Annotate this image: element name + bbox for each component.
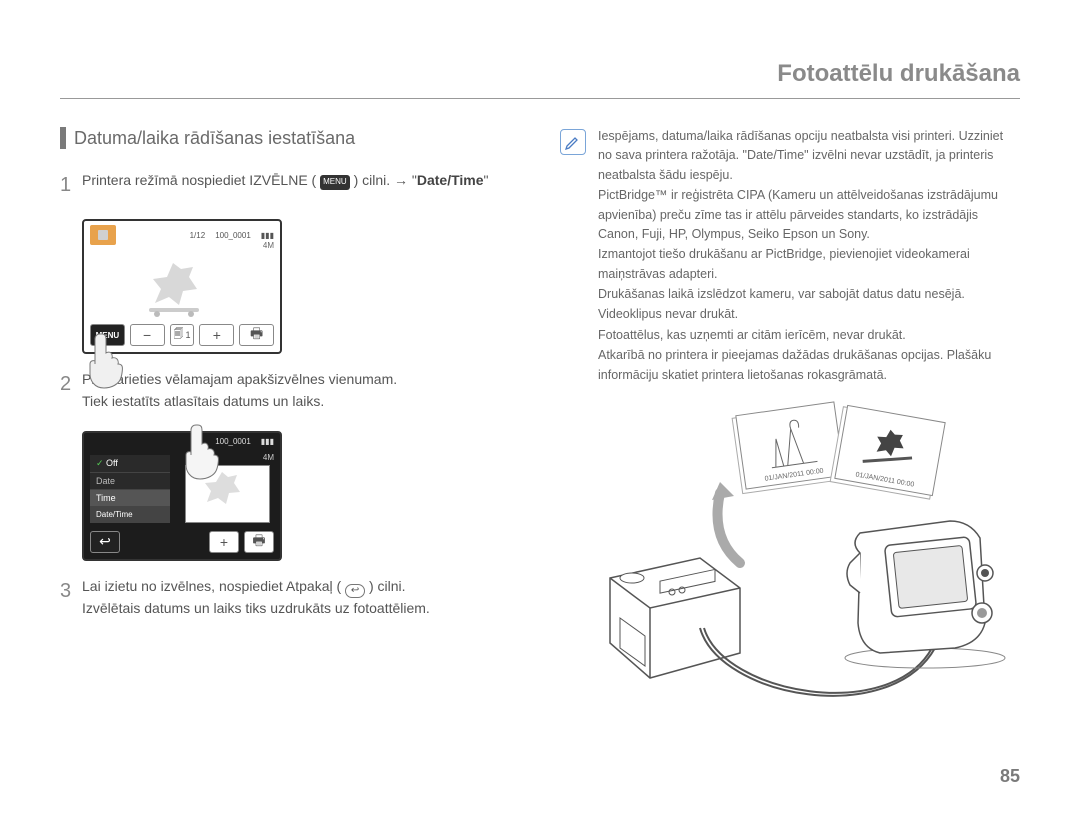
battery-icon: ▮▮▮ [261,231,274,240]
camcorder-icon [830,513,1020,673]
hand-pointer-icon [180,423,220,473]
camera-screenshot-1: 1/12 100_0001 ▮▮▮ 4M MENU − 🗐1 + 🖶 [82,219,282,354]
menu-chip-icon: MENU [320,175,350,190]
step-1-bold: Date/Time [417,172,484,188]
note-line-1: PictBridge™ ir reģistrēta CIPA (Kameru u… [598,186,1020,244]
step-2-body: Pieskarieties vēlamajam apakšizvēlnes vi… [82,368,520,413]
printer-camera-illustration: 01/JAN/2011 00:00 01/JAN/2011 00:00 [560,408,1020,718]
skateboarder-silhouette [143,258,213,318]
step-3-number: 3 [60,575,82,620]
step-3-text-b: ) cilni. [369,578,406,594]
note-line-4: Videoklipus nevar drukāt. [598,305,1020,324]
step-2-line2: Tiek iestatīts atlasītais datums un laik… [82,390,520,412]
menu-item-off[interactable]: Off [90,455,170,473]
menu-item-time[interactable]: Time [90,490,170,507]
menu-item-date[interactable]: Date [90,473,170,490]
notes-block: Iespējams, datuma/laika rādīšanas opciju… [560,127,1020,386]
ss1-topbar: 1/12 100_0001 ▮▮▮ [84,221,280,249]
submenu-list: Off Date Time Date/Time [90,455,170,523]
heading-bar [60,127,66,149]
note-line-5: Fotoattēlus, kas uzņemti ar citām ierīcē… [598,326,1020,345]
back-chip-icon: ↩ [345,584,365,598]
thumbnail-icon [90,225,116,245]
sample-photo-2: 01/JAN/2011 00:00 [834,405,946,496]
ss2-bottombar: ↩ + 🖶 [90,531,274,553]
hand-pointer-icon [84,332,124,382]
step-1-text-b: ) cilni. → " [354,172,417,188]
page: Fotoattēlu drukāšana Datuma/laika rādīša… [0,0,1080,827]
section-heading: Datuma/laika rādīšanas iestatīšana [60,127,520,149]
print-button[interactable]: 🖶 [239,324,274,346]
step-3-line2: Izvēlētais datums un laiks tiks uzdrukāt… [82,597,520,619]
copies-button[interactable]: 🗐1 [170,324,195,346]
page-number: 85 [1000,766,1020,787]
note-line-6: Atkarībā no printera ir pieejamas dažāda… [598,346,1020,385]
step-3-body: Lai izietu no izvēlnes, nospiediet Atpak… [82,575,520,620]
step-1-number: 1 [60,169,82,201]
step-1-text-a: Printera režīmā nospiediet IZVĒLNE ( [82,172,316,188]
step-3: 3 Lai izietu no izvēlnes, nospiediet Atp… [60,575,520,620]
notes-list: Iespējams, datuma/laika rādīšanas opciju… [598,127,1020,386]
left-column: Datuma/laika rādīšanas iestatīšana 1 Pri… [60,127,520,718]
camera-screenshot-2: 100_0001 ▮▮▮ 4M Off Date Time Date/Time … [82,431,282,561]
step-1-body: Printera režīmā nospiediet IZVĒLNE ( MEN… [82,169,520,201]
step-1: 1 Printera režīmā nospiediet IZVĒLNE ( M… [60,169,520,201]
plus-button[interactable]: + [209,531,239,553]
back-button[interactable]: ↩ [90,531,120,553]
note-line-0: Iespējams, datuma/laika rādīšanas opciju… [598,127,1020,185]
ss2-res: 4M [263,453,274,462]
right-column: Iespējams, datuma/laika rādīšanas opciju… [560,127,1020,718]
ss1-file: 100_0001 [215,231,251,240]
content-columns: Datuma/laika rādīšanas iestatīšana 1 Pri… [60,127,1020,718]
battery-icon: ▮▮▮ [261,437,274,446]
section-title-text: Datuma/laika rādīšanas iestatīšana [74,128,355,149]
ss1-res: 4M [263,241,274,250]
step-2-number: 2 [60,368,82,413]
note-line-3: Drukāšanas laikā izslēdzot kameru, var s… [598,285,1020,304]
minus-button[interactable]: − [130,324,165,346]
ss1-counter: 1/12 [190,231,206,240]
plus-button[interactable]: + [199,324,234,346]
print-button[interactable]: 🖶 [244,531,274,553]
note-line-2: Izmantojot tiešo drukāšanu ar PictBridge… [598,245,1020,284]
page-title: Fotoattēlu drukāšana [60,60,1020,99]
menu-item-datetime[interactable]: Date/Time [90,507,170,523]
step-2-line1: Pieskarieties vēlamajam apakšizvēlnes vi… [82,368,520,390]
note-icon [560,129,586,155]
step-3-text-a: Lai izietu no izvēlnes, nospiediet Atpak… [82,578,341,594]
sample-photo-1: 01/JAN/2011 00:00 [735,401,844,489]
step-1-text-c: " [484,172,489,188]
